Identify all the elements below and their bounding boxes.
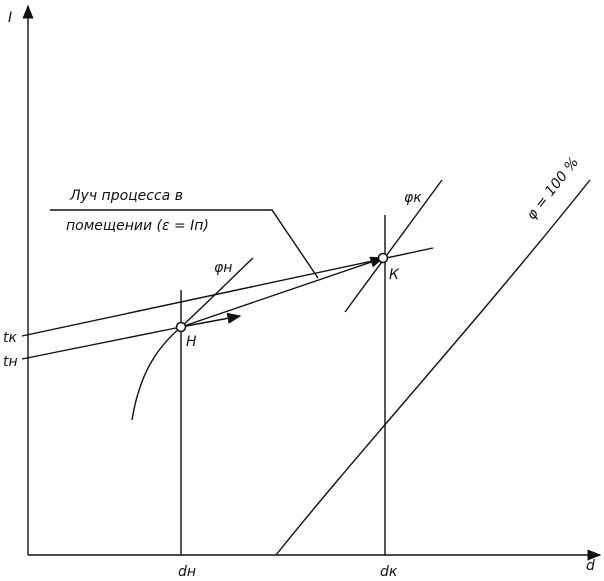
curve-label: φн: [214, 260, 232, 276]
leader-line: [50, 209, 319, 279]
point-h: [175, 321, 187, 333]
process-arrow: [180, 256, 385, 328]
bottom-label: dн: [178, 564, 196, 580]
point-k: [377, 252, 389, 264]
annotation-line: помещении (ε = Iп): [66, 218, 209, 234]
y-axis-label: I: [8, 10, 12, 26]
point-label: К: [389, 267, 400, 283]
small-arrow: [180, 312, 242, 328]
t-h-line: [21, 326, 182, 360]
annotation-line: Луч процесса в: [69, 188, 183, 204]
phi-k-curve: [344, 179, 443, 313]
curve-label: φ = 100 %: [524, 154, 582, 222]
process-lines: [21, 179, 591, 556]
left-label: tк: [3, 330, 17, 346]
bottom-label: dк: [380, 564, 398, 580]
x-axis-label: d: [586, 558, 595, 574]
left-label: tн: [3, 354, 18, 370]
point-label: Н: [186, 334, 197, 350]
t-k-line: [21, 247, 434, 337]
axes: [22, 4, 602, 561]
labels: I d Луч процесса в помещении (ε = Iп) φн…: [3, 10, 595, 580]
curve-label: φк: [404, 190, 422, 206]
phi-100-curve: [275, 179, 591, 556]
